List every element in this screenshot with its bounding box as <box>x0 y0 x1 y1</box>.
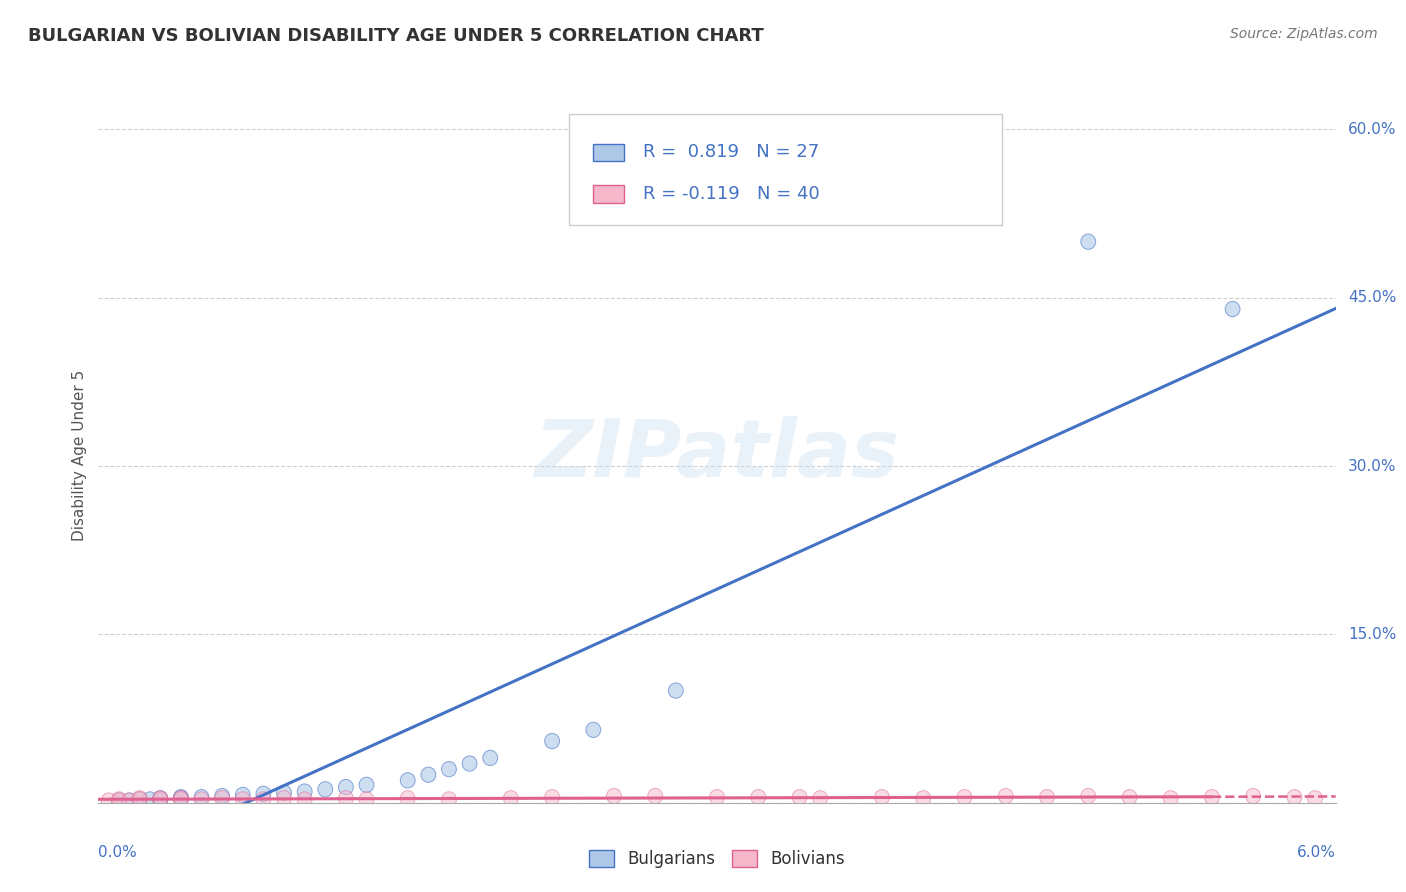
Ellipse shape <box>401 790 415 806</box>
Text: Source: ZipAtlas.com: Source: ZipAtlas.com <box>1230 27 1378 41</box>
Ellipse shape <box>1039 789 1054 805</box>
Ellipse shape <box>359 777 374 792</box>
Ellipse shape <box>215 790 229 806</box>
Ellipse shape <box>482 750 498 765</box>
Text: R = -0.119   N = 40: R = -0.119 N = 40 <box>643 185 820 203</box>
Ellipse shape <box>132 792 148 807</box>
Ellipse shape <box>297 784 312 799</box>
Ellipse shape <box>544 789 560 805</box>
Ellipse shape <box>544 733 560 748</box>
Ellipse shape <box>111 792 127 807</box>
FancyBboxPatch shape <box>568 114 1001 226</box>
Ellipse shape <box>235 788 250 803</box>
Text: 15.0%: 15.0% <box>1348 627 1396 642</box>
Ellipse shape <box>813 790 828 806</box>
Ellipse shape <box>277 790 291 806</box>
Ellipse shape <box>503 790 519 806</box>
Ellipse shape <box>173 792 188 807</box>
Ellipse shape <box>153 792 167 807</box>
Ellipse shape <box>1081 234 1095 250</box>
Ellipse shape <box>256 786 271 802</box>
Ellipse shape <box>194 789 209 805</box>
Ellipse shape <box>957 789 972 805</box>
FancyBboxPatch shape <box>593 144 624 161</box>
Ellipse shape <box>194 792 209 807</box>
Text: 30.0%: 30.0% <box>1348 458 1396 474</box>
Ellipse shape <box>668 683 683 698</box>
Ellipse shape <box>153 790 167 806</box>
Text: 45.0%: 45.0% <box>1348 290 1396 305</box>
Ellipse shape <box>441 792 457 807</box>
Ellipse shape <box>1225 301 1240 317</box>
Ellipse shape <box>420 767 436 782</box>
Ellipse shape <box>998 789 1014 804</box>
Ellipse shape <box>111 793 127 808</box>
Text: 60.0%: 60.0% <box>1348 122 1396 137</box>
Ellipse shape <box>606 789 621 804</box>
Text: 0.0%: 0.0% <box>98 845 138 860</box>
Ellipse shape <box>1122 789 1137 805</box>
Ellipse shape <box>915 790 931 806</box>
Ellipse shape <box>751 789 766 805</box>
Text: 6.0%: 6.0% <box>1296 845 1336 860</box>
Ellipse shape <box>648 789 662 804</box>
Ellipse shape <box>153 792 167 807</box>
Ellipse shape <box>111 793 127 808</box>
Ellipse shape <box>339 790 353 806</box>
Legend: Bulgarians, Bolivians: Bulgarians, Bolivians <box>582 843 852 874</box>
Ellipse shape <box>173 790 188 806</box>
Ellipse shape <box>215 789 229 804</box>
Ellipse shape <box>122 793 136 808</box>
Ellipse shape <box>1308 790 1323 806</box>
Ellipse shape <box>132 790 148 806</box>
Ellipse shape <box>153 790 167 806</box>
Text: ZIPatlas: ZIPatlas <box>534 416 900 494</box>
FancyBboxPatch shape <box>593 186 624 202</box>
Ellipse shape <box>235 792 250 807</box>
Ellipse shape <box>359 792 374 807</box>
Ellipse shape <box>173 790 188 806</box>
Ellipse shape <box>1246 789 1261 804</box>
Ellipse shape <box>710 789 724 805</box>
Ellipse shape <box>875 789 890 805</box>
Ellipse shape <box>1163 790 1178 806</box>
Ellipse shape <box>173 789 188 805</box>
Ellipse shape <box>792 789 807 805</box>
Y-axis label: Disability Age Under 5: Disability Age Under 5 <box>72 369 87 541</box>
Ellipse shape <box>132 792 148 807</box>
Ellipse shape <box>463 756 477 772</box>
Ellipse shape <box>101 793 117 808</box>
Ellipse shape <box>297 792 312 807</box>
Ellipse shape <box>277 785 291 800</box>
Ellipse shape <box>122 793 136 808</box>
Ellipse shape <box>256 792 271 807</box>
Ellipse shape <box>318 781 333 797</box>
Text: R =  0.819   N = 27: R = 0.819 N = 27 <box>643 144 820 161</box>
Ellipse shape <box>441 762 457 777</box>
Text: BULGARIAN VS BOLIVIAN DISABILITY AGE UNDER 5 CORRELATION CHART: BULGARIAN VS BOLIVIAN DISABILITY AGE UND… <box>28 27 763 45</box>
Ellipse shape <box>586 723 600 738</box>
Ellipse shape <box>1081 789 1095 804</box>
Ellipse shape <box>142 792 157 807</box>
Ellipse shape <box>339 780 353 795</box>
Ellipse shape <box>401 772 415 788</box>
Ellipse shape <box>1286 789 1302 805</box>
Ellipse shape <box>1205 789 1219 805</box>
